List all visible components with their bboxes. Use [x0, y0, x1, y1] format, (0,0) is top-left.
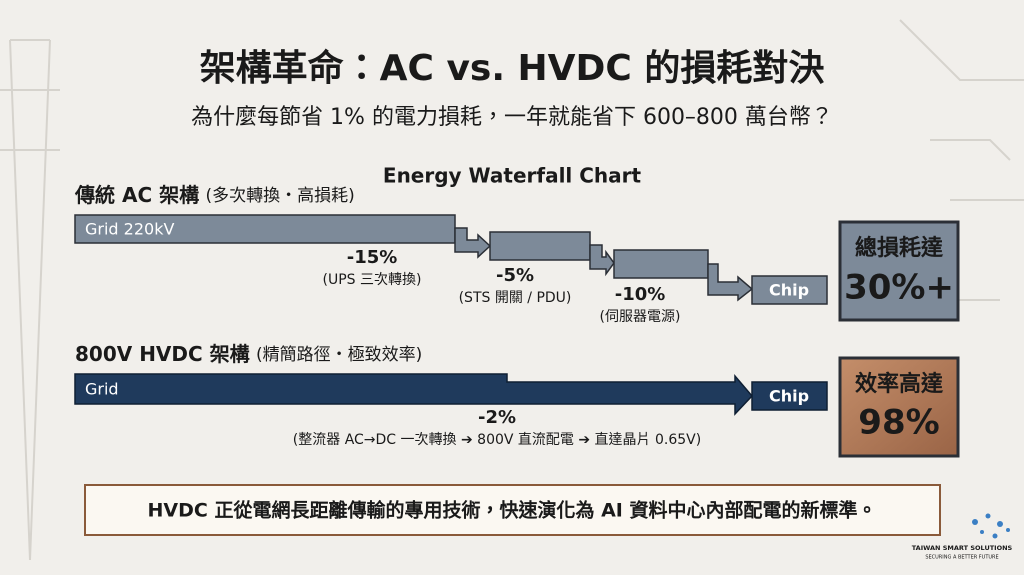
loss-note: (伺服器電源)	[600, 309, 681, 325]
ac-start-label: Grid 220kV	[85, 220, 174, 239]
hvdc-heading: 800V HVDC 架構 (精簡路徑・極致效率)	[75, 342, 422, 366]
chart-label: Energy Waterfall Chart	[383, 164, 642, 188]
subtitle: 為什麼每節省 1% 的電力損耗，一年就能省下 600–800 萬台幣？	[191, 105, 833, 130]
loss-note: (STS 開關 / PDU)	[459, 290, 572, 306]
hvdc-bar	[74, 373, 754, 416]
title: 架構革命：AC vs. HVDC 的損耗對決	[200, 47, 825, 89]
hvdc-end-label: Chip	[769, 387, 809, 406]
hvdc-summary-label: 效率高達	[855, 371, 944, 397]
ac-heading-note: (多次轉換・高損耗)	[205, 186, 354, 206]
ac-heading: 傳統 AC 架構 (多次轉換・高損耗)	[74, 183, 355, 207]
ac-heading-text: 傳統 AC 架構	[74, 183, 199, 207]
connector	[454, 227, 492, 259]
ac-summary-label: 總損耗達	[855, 235, 944, 261]
logo-mark	[972, 513, 1010, 539]
loss-label: -15%	[347, 247, 398, 268]
decoration	[0, 19, 1024, 561]
loss-label: -2%	[478, 407, 516, 428]
ac-waterfall	[74, 214, 828, 305]
footer-text: HVDC 正從電網長距離傳輸的專用技術，快速演化為 AI 資料中心內部配電的新標…	[148, 499, 877, 522]
hvdc-summary-box	[838, 356, 960, 458]
loss-note: (整流器 AC→DC 一次轉換 ➔ 800V 直流配電 ➔ 直達晶片 0.65V…	[293, 431, 701, 448]
ac-summary-value: 30%+	[844, 268, 954, 308]
ac-summary-box	[838, 220, 960, 322]
ac-bar-end	[751, 275, 828, 305]
loss-label: -5%	[496, 265, 534, 286]
logo-tagline: SECURING A BETTER FUTURE	[925, 555, 998, 561]
hvdc-heading-note: (精簡路徑・極致效率)	[256, 344, 422, 365]
ac-bar-start	[74, 214, 456, 244]
loss-label: -10%	[615, 284, 666, 305]
hvdc-summary-value: 98%	[858, 403, 939, 443]
ac-bar-step	[489, 231, 591, 261]
connector	[589, 244, 615, 277]
hvdc-bar-end	[751, 381, 828, 411]
connector	[707, 263, 754, 302]
ac-bar-step	[613, 249, 709, 279]
ac-end-label: Chip	[769, 281, 809, 300]
loss-note: (UPS 三次轉換)	[323, 272, 422, 288]
hvdc-start-label: Grid	[85, 380, 119, 399]
footer-box	[84, 484, 941, 536]
logo-name: TAIWAN SMART SOLUTIONS	[912, 544, 1013, 552]
hvdc-heading-text: 800V HVDC 架構	[75, 342, 250, 366]
